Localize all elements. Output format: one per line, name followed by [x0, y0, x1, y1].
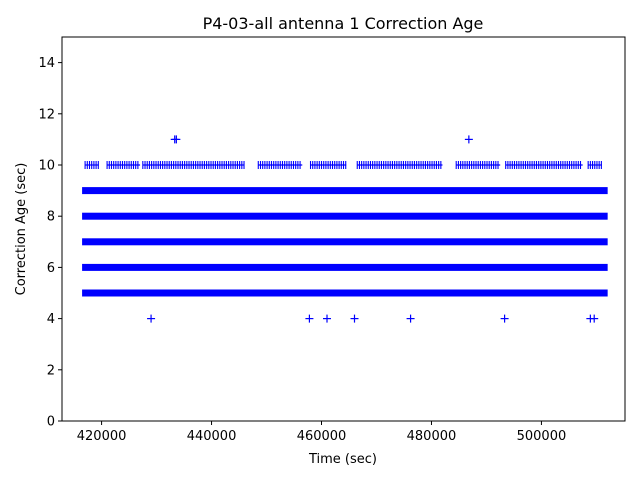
x-tick-label: 440000 — [187, 429, 237, 444]
outlier-point-3 — [350, 314, 359, 323]
y-tick-label: 2 — [47, 363, 55, 378]
y-tick-label: 14 — [38, 56, 55, 71]
outlier-point-7 — [590, 314, 599, 323]
outlier-point-5 — [500, 314, 509, 323]
y-tick-label: 6 — [47, 261, 55, 276]
dense-band-5 — [82, 289, 608, 297]
plot-frame — [61, 36, 626, 422]
outlier-point-1 — [305, 314, 314, 323]
y-tick-label: 4 — [47, 312, 55, 327]
y-tick-label: 0 — [47, 415, 55, 430]
y-tick-label: 10 — [38, 159, 55, 174]
x-tick-label: 500000 — [517, 429, 567, 444]
x-tick-label: 420000 — [77, 429, 127, 444]
y-axis-label: Correction Age (sec) — [14, 163, 29, 296]
plot-marks — [82, 135, 608, 323]
outlier-point-4 — [406, 314, 415, 323]
x-tick-label: 480000 — [407, 429, 457, 444]
dense-band-6 — [82, 263, 608, 271]
dense-band-7 — [82, 238, 608, 246]
chart-title: P4-03-all antenna 1 Correction Age — [203, 14, 484, 33]
x-axis: 420000 440000 460000 480000 500000 — [77, 421, 566, 444]
outlier-point-2 — [323, 314, 332, 323]
x-axis-label: Time (sec) — [308, 452, 377, 467]
dense-band-9 — [82, 187, 608, 195]
y-axis: 0 2 4 6 8 10 12 14 — [38, 56, 62, 430]
outlier-point-0 — [147, 314, 156, 323]
y-tick-label: 8 — [47, 210, 55, 225]
outlier-point-9 — [172, 135, 181, 144]
outlier-point-10 — [464, 135, 473, 144]
dense-band-8 — [82, 212, 608, 220]
y-tick-label: 12 — [38, 107, 55, 122]
x-tick-label: 460000 — [297, 429, 347, 444]
